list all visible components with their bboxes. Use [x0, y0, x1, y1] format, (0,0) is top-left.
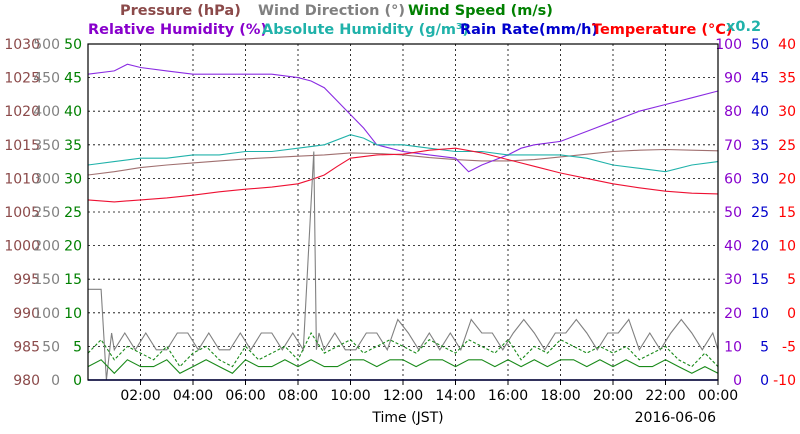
series-line-wind-direction [88, 151, 719, 381]
y-tick-label-relative-humidity: 30 [724, 272, 742, 288]
y-tick-label-pressure: 980 [13, 373, 40, 389]
y-tick-label-wind-speed: 0 [73, 373, 82, 389]
y-tick-label-rain-rate: 45 [751, 71, 769, 87]
y-tick-label-wind-direction: 250 [33, 205, 60, 221]
series-line-temperature [87, 147, 719, 203]
y-tick-label-pressure: 1025 [4, 71, 40, 87]
y-tick-label-wind-direction: 0 [51, 373, 60, 389]
x-tick-label: 12:00 [383, 388, 423, 404]
y-tick-label-temperature: -5 [782, 339, 796, 355]
x-tick-label: 20:00 [593, 388, 633, 404]
y-tick-label-wind-direction: 200 [33, 239, 60, 255]
y-tick-label-rain-rate: 35 [751, 138, 769, 154]
y-tick-label-temperature: 15 [778, 205, 796, 221]
x-tick-label: 02:00 [120, 388, 160, 404]
y-tick-label-rain-rate: 20 [751, 239, 769, 255]
y-axes: 1030102510201015101010051000995990985980… [4, 37, 796, 389]
plot-frame [87, 43, 719, 381]
y-tick-label-temperature: 30 [778, 104, 796, 120]
y-tick-label-rain-rate: 50 [751, 37, 769, 53]
title-absolute-humidity: Absolute Humidity (g/m³) [262, 22, 469, 38]
y-tick-label-pressure: 990 [13, 306, 40, 322]
x-tick-label: 06:00 [225, 388, 265, 404]
y-tick-label-temperature: 35 [778, 71, 796, 87]
y-tick-label-pressure: 1000 [4, 239, 40, 255]
abs-humidity-scale-label: x0.2 [726, 19, 761, 35]
y-tick-label-temperature: 10 [778, 239, 796, 255]
y-tick-label-wind-speed: 15 [64, 272, 82, 288]
grid [88, 44, 718, 380]
series-line-absolute-humidity [87, 134, 719, 173]
x-tick-label: 10:00 [330, 388, 370, 404]
y-tick-label-temperature: -10 [773, 373, 796, 389]
y-tick-label-temperature: 5 [787, 272, 796, 288]
y-tick-label-wind-direction: 450 [33, 71, 60, 87]
x-tick-label: 08:00 [278, 388, 318, 404]
y-tick-label-rain-rate: 10 [751, 306, 769, 322]
title-wind-speed: Wind Speed (m/s) [408, 3, 553, 19]
x-axis-label: Time (JST) [371, 410, 443, 426]
y-tick-label-temperature: 25 [778, 138, 796, 154]
y-tick-label-wind-speed: 5 [73, 339, 82, 355]
y-tick-label-relative-humidity: 90 [724, 71, 742, 87]
series-line-pressure [87, 148, 719, 176]
title-temperature: Temperature (°C) [592, 22, 733, 38]
y-tick-label-wind-direction: 500 [33, 37, 60, 53]
series-line-wind-speed [87, 359, 719, 375]
y-tick-label-wind-direction: 100 [33, 306, 60, 322]
x-tick-label: 16:00 [488, 388, 528, 404]
y-tick-label-relative-humidity: 10 [724, 339, 742, 355]
y-tick-label-rain-rate: 0 [760, 373, 769, 389]
y-tick-label-pressure: 1030 [4, 37, 40, 53]
y-tick-label-rain-rate: 15 [751, 272, 769, 288]
y-tick-label-wind-speed: 30 [64, 171, 82, 187]
y-tick-label-rain-rate: 25 [751, 205, 769, 221]
y-tick-label-pressure: 1005 [4, 205, 40, 221]
y-tick-label-relative-humidity: 20 [724, 306, 742, 322]
title-relative-humidity: Relative Humidity (%) [88, 22, 267, 38]
y-tick-label-wind-speed: 35 [64, 138, 82, 154]
y-tick-label-relative-humidity: 100 [715, 37, 742, 53]
y-tick-label-wind-direction: 300 [33, 171, 60, 187]
y-tick-label-relative-humidity: 40 [724, 239, 742, 255]
y-tick-label-wind-direction: 50 [42, 339, 60, 355]
y-tick-label-pressure: 1015 [4, 138, 40, 154]
y-tick-label-temperature: 0 [787, 306, 796, 322]
y-tick-label-pressure: 985 [13, 339, 40, 355]
y-tick-label-wind-speed: 20 [64, 239, 82, 255]
y-tick-label-wind-speed: 10 [64, 306, 82, 322]
title-wind-direction: Wind Direction (°) [258, 3, 405, 19]
y-tick-label-relative-humidity: 60 [724, 171, 742, 187]
y-tick-label-pressure: 1010 [4, 171, 40, 187]
x-tick-label: 18:00 [540, 388, 580, 404]
y-tick-label-pressure: 995 [13, 272, 40, 288]
x-tick-label: 22:00 [645, 388, 685, 404]
y-tick-label-pressure: 1020 [4, 104, 40, 120]
y-tick-label-relative-humidity: 50 [724, 205, 742, 221]
y-tick-label-wind-direction: 350 [33, 138, 60, 154]
x-axis: 02:00 04:00 06:00 08:00 10:00 12:00 14:00 16:00… [120, 380, 738, 404]
y-tick-label-rain-rate: 5 [760, 339, 769, 355]
y-tick-label-relative-humidity: 0 [733, 373, 742, 389]
series-line-wind-gust [87, 331, 719, 368]
y-tick-label-temperature: 20 [778, 171, 796, 187]
title-pressure: Pressure (hPa) [120, 3, 241, 19]
y-tick-label-wind-speed: 50 [64, 37, 82, 53]
y-tick-label-rain-rate: 30 [751, 171, 769, 187]
x-tick-label: 00:00 [698, 388, 738, 404]
y-tick-label-wind-direction: 400 [33, 104, 60, 120]
y-tick-label-rain-rate: 40 [751, 104, 769, 120]
x-tick-label: 14:00 [435, 388, 475, 404]
y-tick-label-wind-direction: 150 [33, 272, 60, 288]
date-label: 2016-06-06 [635, 410, 716, 426]
title-rain-rate: Rain Rate(mm/h) [460, 22, 598, 38]
y-tick-label-temperature: 40 [778, 37, 796, 53]
y-tick-label-wind-speed: 40 [64, 104, 82, 120]
y-tick-label-relative-humidity: 80 [724, 104, 742, 120]
y-tick-label-wind-speed: 25 [64, 205, 82, 221]
x-tick-label: 04:00 [173, 388, 213, 404]
y-tick-label-relative-humidity: 70 [724, 138, 742, 154]
y-tick-label-wind-speed: 45 [64, 71, 82, 87]
